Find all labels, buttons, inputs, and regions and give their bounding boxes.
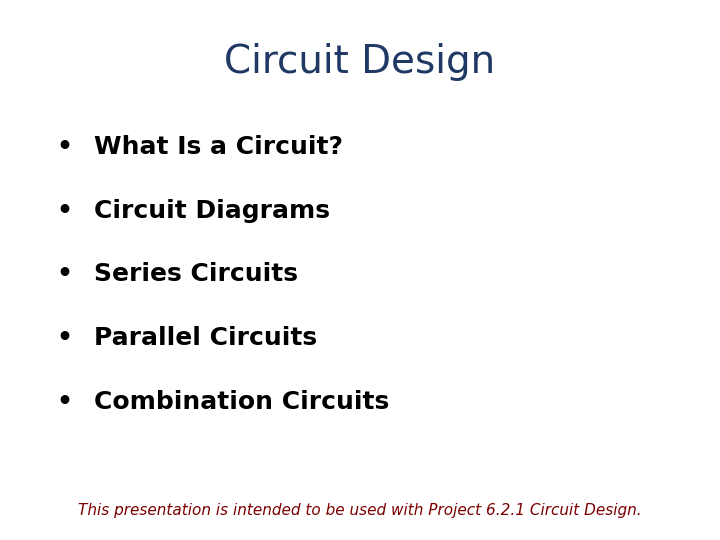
Text: Combination Circuits: Combination Circuits <box>94 390 389 414</box>
Text: •: • <box>57 326 73 350</box>
Text: What Is a Circuit?: What Is a Circuit? <box>94 135 343 159</box>
Text: Parallel Circuits: Parallel Circuits <box>94 326 317 350</box>
Text: •: • <box>57 199 73 222</box>
Text: Series Circuits: Series Circuits <box>94 262 297 286</box>
Text: Circuit Diagrams: Circuit Diagrams <box>94 199 330 222</box>
Text: •: • <box>57 135 73 159</box>
Text: This presentation is intended to be used with Project 6.2.1 Circuit Design.: This presentation is intended to be used… <box>78 503 642 518</box>
Text: •: • <box>57 262 73 286</box>
Text: •: • <box>57 390 73 414</box>
Text: Circuit Design: Circuit Design <box>225 43 495 81</box>
